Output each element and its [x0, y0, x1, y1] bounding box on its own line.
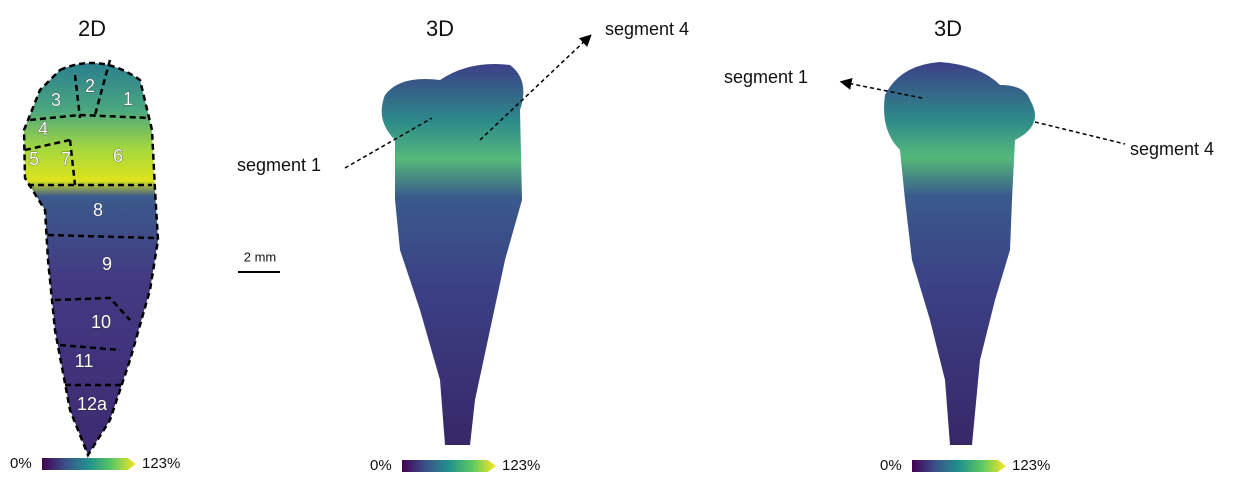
- panel-3d-front: 3D segment 1 segment 4 0% 123%: [237, 16, 689, 474]
- annotation: segment 4: [605, 19, 689, 39]
- colorbar: [42, 458, 136, 470]
- segment-label: 12a: [77, 394, 108, 414]
- panel-3d-back: 3D segment 1 segment 4 0% 123%: [724, 16, 1214, 474]
- panel-title: 2D: [78, 16, 106, 41]
- segment-label: 5: [29, 149, 39, 169]
- segment-label: 3: [51, 90, 61, 110]
- figure: 2D 1 2 3 4 5 6 7 8 9 10 11 12a 0% 123% 2…: [0, 0, 1246, 477]
- colorbar-max: 123%: [1012, 457, 1050, 474]
- segment-label: 2: [85, 76, 95, 96]
- scale-bar-label: 2 mm: [244, 249, 277, 264]
- colorbar-min: 0%: [10, 455, 32, 472]
- panel-title: 3D: [426, 16, 454, 41]
- annotation: segment 4: [1130, 139, 1214, 159]
- colorbar-max: 123%: [502, 457, 540, 474]
- panel-2d: 2D 1 2 3 4 5 6 7 8 9 10 11 12a 0% 123%: [10, 16, 180, 472]
- organ-render: [884, 62, 1035, 445]
- segment-label: 8: [93, 200, 103, 220]
- colorbar-max: 123%: [142, 455, 180, 472]
- colorbar-min: 0%: [880, 457, 902, 474]
- colorbar: [402, 460, 496, 472]
- colorbar-min: 0%: [370, 457, 392, 474]
- panel-title: 3D: [934, 16, 962, 41]
- colorbar: [912, 460, 1006, 472]
- segment-label: 10: [91, 312, 111, 332]
- annotation-line: [1035, 122, 1125, 144]
- annotation: segment 1: [237, 155, 321, 175]
- segment-label: 4: [38, 119, 48, 139]
- segment-label: 11: [75, 351, 94, 371]
- organ-render: [382, 64, 524, 445]
- segment-label: 9: [102, 254, 112, 274]
- segment-label: 7: [61, 149, 71, 169]
- annotation: segment 1: [724, 67, 808, 87]
- segment-label: 6: [113, 146, 123, 166]
- segment-label: 1: [123, 89, 133, 109]
